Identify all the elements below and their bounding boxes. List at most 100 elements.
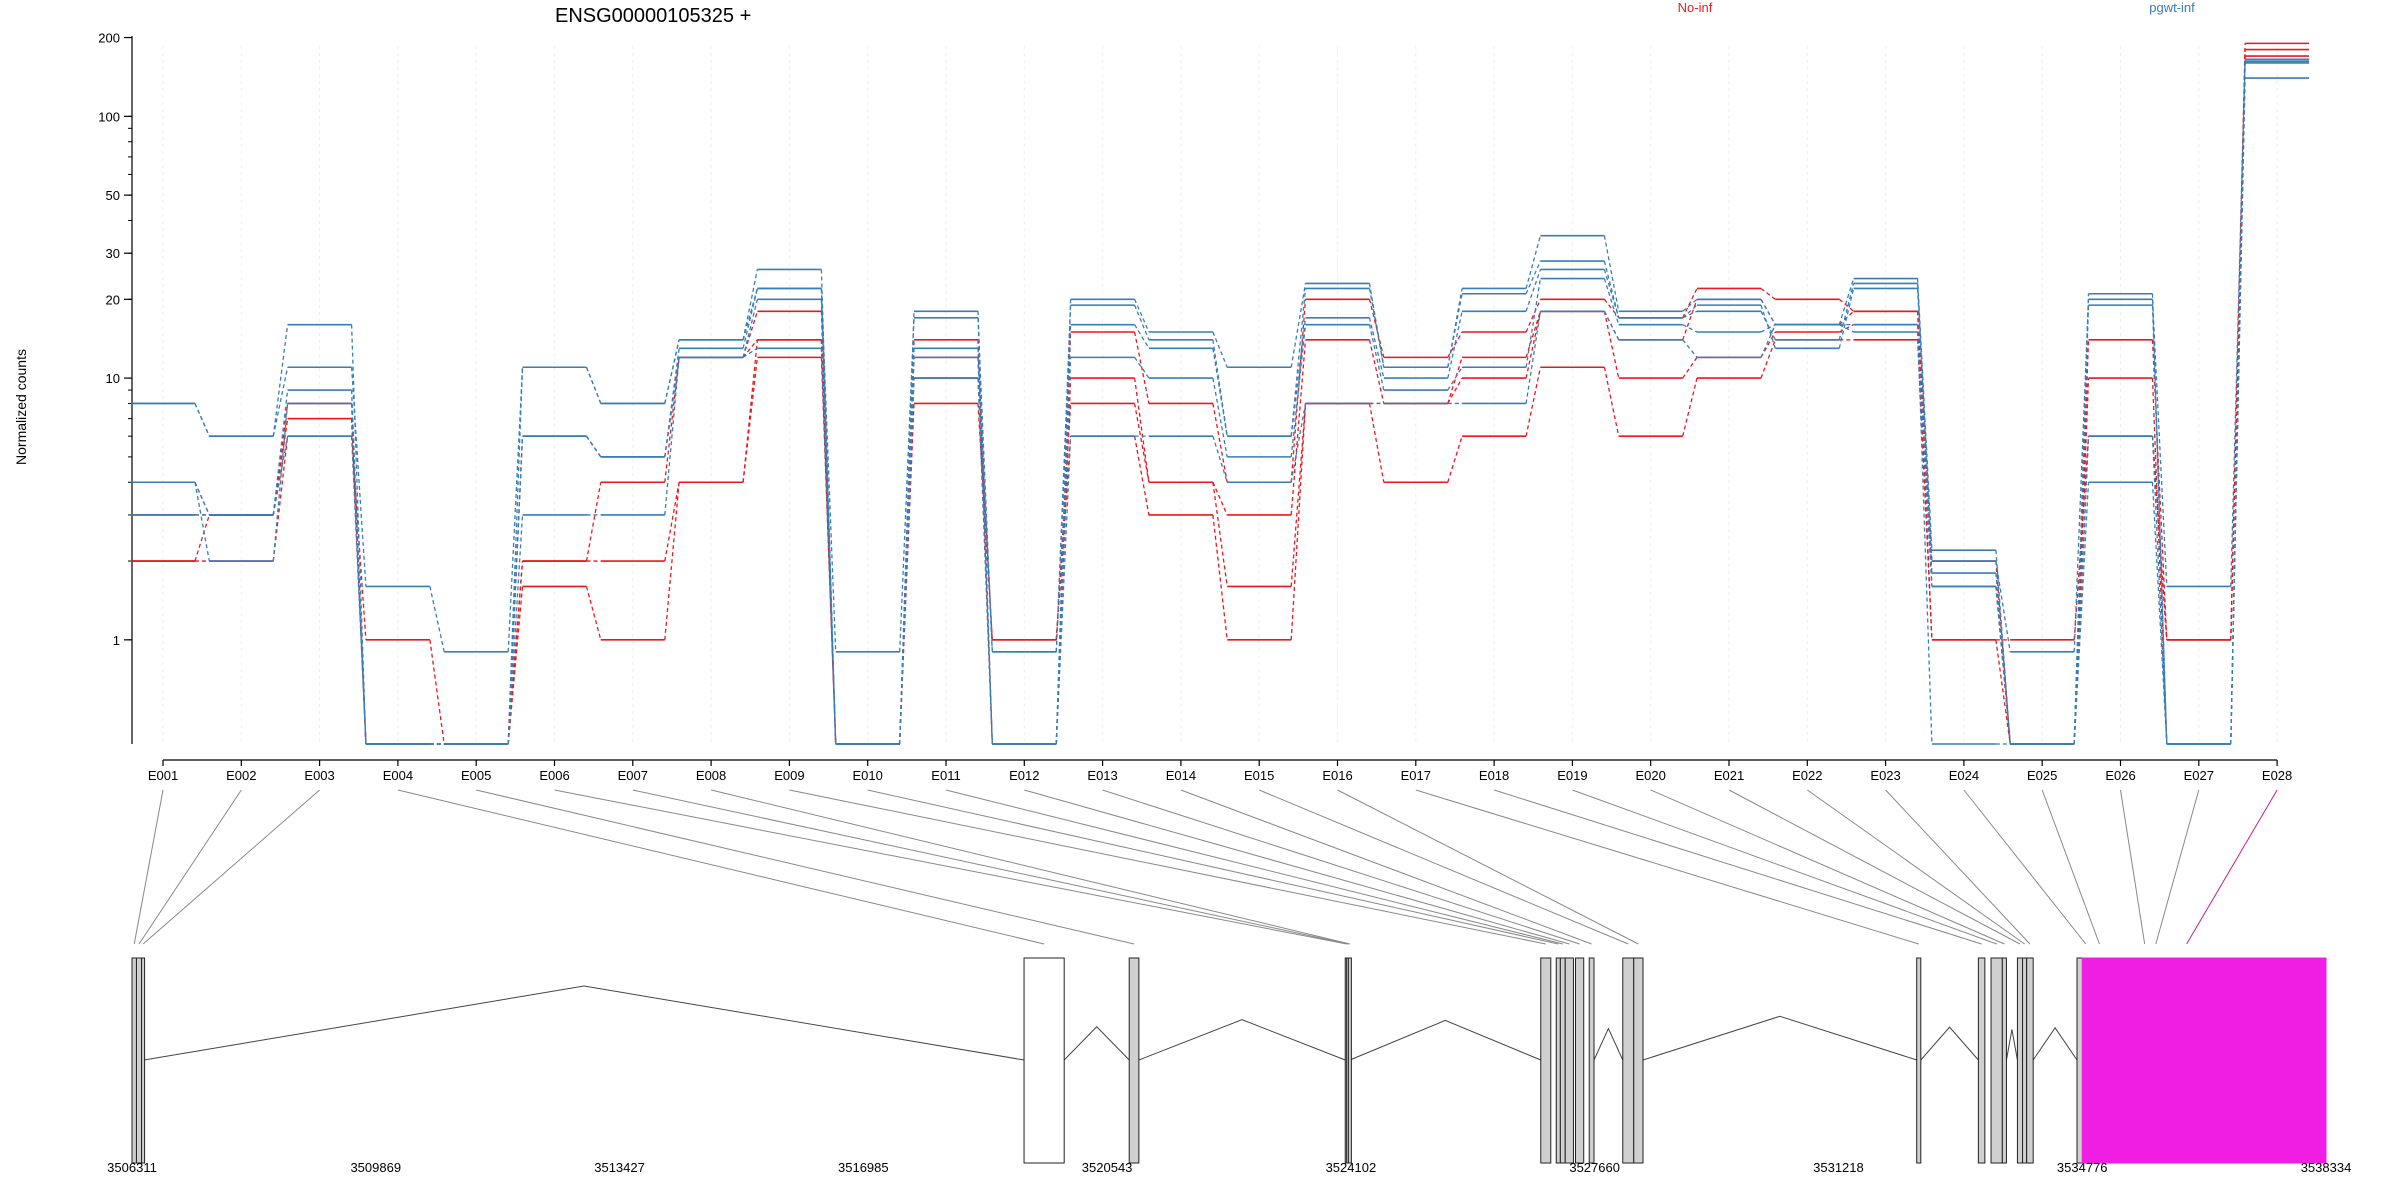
x-tick-label-e006: E006 xyxy=(539,768,569,783)
x-tick-label-e012: E012 xyxy=(1009,768,1039,783)
series-no-inf-1 xyxy=(131,58,2310,745)
connector-e017 xyxy=(1415,789,1919,945)
gene-axis-tick-label: 3516985 xyxy=(838,1160,889,1175)
x-tick-label-e021: E021 xyxy=(1714,768,1744,783)
connector-e020 xyxy=(1650,789,2005,945)
connector-e006 xyxy=(554,789,1347,945)
gene-axis-tick-label: 3506311 xyxy=(107,1160,157,1175)
connector-e009 xyxy=(789,789,1546,945)
series-level-segments xyxy=(131,77,2310,745)
gene-axis-tick-label: 3527660 xyxy=(1569,1160,1620,1175)
connector-e013 xyxy=(1102,789,1580,945)
intron-line xyxy=(2005,1029,2018,1061)
x-tick-label-e015: E015 xyxy=(1244,768,1274,783)
exon-box-e004 xyxy=(1023,957,1065,1164)
exon-box-e012 xyxy=(1564,957,1574,1164)
series-pgwt-inf-7 xyxy=(131,58,2310,745)
y-tick-label: 30 xyxy=(106,246,120,261)
series-pgwt-inf-9 xyxy=(131,60,2310,745)
intron-line xyxy=(143,985,1025,1061)
series-no-inf-2 xyxy=(131,55,2310,745)
series-transition-segments xyxy=(194,56,2246,745)
x-tick-label-e026: E026 xyxy=(2105,768,2135,783)
connector-e016 xyxy=(1337,789,1639,945)
connector-e001 xyxy=(133,789,164,945)
series-level-segments xyxy=(131,58,2310,745)
connector-e021 xyxy=(1728,789,2021,945)
connector-e026 xyxy=(2120,789,2146,945)
x-axis: E001 E002 E003 E004 E005 E006 E007 E008 E009 E010… xyxy=(148,759,2292,783)
y-axis: 1 10 20 30 50 100 200 xyxy=(98,31,133,744)
x-tick-label-e007: E007 xyxy=(618,768,648,783)
connector-e019 xyxy=(1572,789,1997,945)
x-tick-label-e010: E010 xyxy=(853,768,883,783)
x-tick-label-e018: E018 xyxy=(1479,768,1509,783)
gene-axis-tick-label: 3531218 xyxy=(1813,1160,1864,1175)
x-tick-label-e001: E001 xyxy=(148,768,178,783)
exon-box-e014 xyxy=(1588,957,1595,1164)
x-tick-label-e019: E019 xyxy=(1557,768,1587,783)
y-tick-label: 200 xyxy=(98,31,120,46)
exon-box-e001 xyxy=(131,957,137,1164)
intron-line xyxy=(1349,1019,1541,1061)
x-tick-label-e013: E013 xyxy=(1087,768,1117,783)
connector-e023 xyxy=(1885,789,2031,945)
x-tick-label-e024: E024 xyxy=(1949,768,1979,783)
connector-e005 xyxy=(476,789,1135,945)
y-axis-label: Normalized counts xyxy=(13,349,29,465)
connector-e025 xyxy=(2041,789,2100,945)
x-tick-label-e020: E020 xyxy=(1636,768,1666,783)
exon-box-e023 xyxy=(2026,957,2034,1164)
gene-axis-tick-label: 3513427 xyxy=(594,1160,645,1175)
series-transition-segments xyxy=(195,59,2246,745)
x-tick-label-e008: E008 xyxy=(696,768,726,783)
exon-box-e021 xyxy=(2016,957,2024,1164)
series-transition-segments xyxy=(195,78,2246,745)
connector-e022 xyxy=(1807,789,2025,945)
intron-line xyxy=(1138,1019,1346,1061)
x-tick-label-e027: E027 xyxy=(2184,768,2214,783)
series-transition-segments xyxy=(194,59,2246,652)
connector-e027 xyxy=(2155,789,2200,945)
x-tick-label-e005: E005 xyxy=(461,768,491,783)
series-level-segments xyxy=(131,60,2310,745)
y-tick-label: 10 xyxy=(106,371,120,386)
intron-line xyxy=(1920,1026,1979,1061)
connector-e018 xyxy=(1493,789,1982,945)
exon-box-e005 xyxy=(1128,957,1140,1164)
connector-e024 xyxy=(1963,789,2087,945)
gene-axis-tick-label: 3534776 xyxy=(2057,1160,2108,1175)
series-layer xyxy=(131,42,2310,745)
exon-box-e019 xyxy=(1990,957,2003,1164)
x-tick-label-e017: E017 xyxy=(1401,768,1431,783)
connector-e014 xyxy=(1180,789,1592,945)
series-pgwt-inf-8 xyxy=(131,58,2310,653)
x-tick-label-e014: E014 xyxy=(1166,768,1196,783)
x-tick-label-e003: E003 xyxy=(304,768,334,783)
exon-box-e028 xyxy=(2081,957,2327,1164)
connector-e003 xyxy=(142,789,320,945)
connector-e004 xyxy=(397,789,1045,945)
series-level-segments xyxy=(131,58,2310,745)
legend-entry-no-inf: No-inf xyxy=(1678,0,1713,15)
exon-box-e022 xyxy=(2022,957,2028,1164)
x-tick-label-e028: E028 xyxy=(2262,768,2292,783)
intron-line xyxy=(2032,1026,2078,1061)
connector-e007 xyxy=(632,789,1349,945)
gene-model xyxy=(131,957,2327,1164)
connector-e010 xyxy=(867,789,1559,945)
series-level-segments xyxy=(131,62,2310,745)
chart-title: ENSG00000105325 + xyxy=(555,5,751,27)
intron-line xyxy=(1642,1015,1917,1061)
exon-connectors xyxy=(133,789,2278,945)
connector-e012 xyxy=(1024,789,1570,945)
exon-box-e010 xyxy=(1555,957,1561,1164)
connector-e008 xyxy=(710,789,1351,945)
gene-axis-tick-label: 3538334 xyxy=(2301,1160,2352,1175)
exon-box-e003 xyxy=(141,957,146,1164)
gene-axis-tick-label: 3524102 xyxy=(1326,1160,1377,1175)
exon-box-e009 xyxy=(1540,957,1552,1164)
intron-line xyxy=(1063,1026,1130,1061)
exon-box-e018 xyxy=(1977,957,1986,1164)
